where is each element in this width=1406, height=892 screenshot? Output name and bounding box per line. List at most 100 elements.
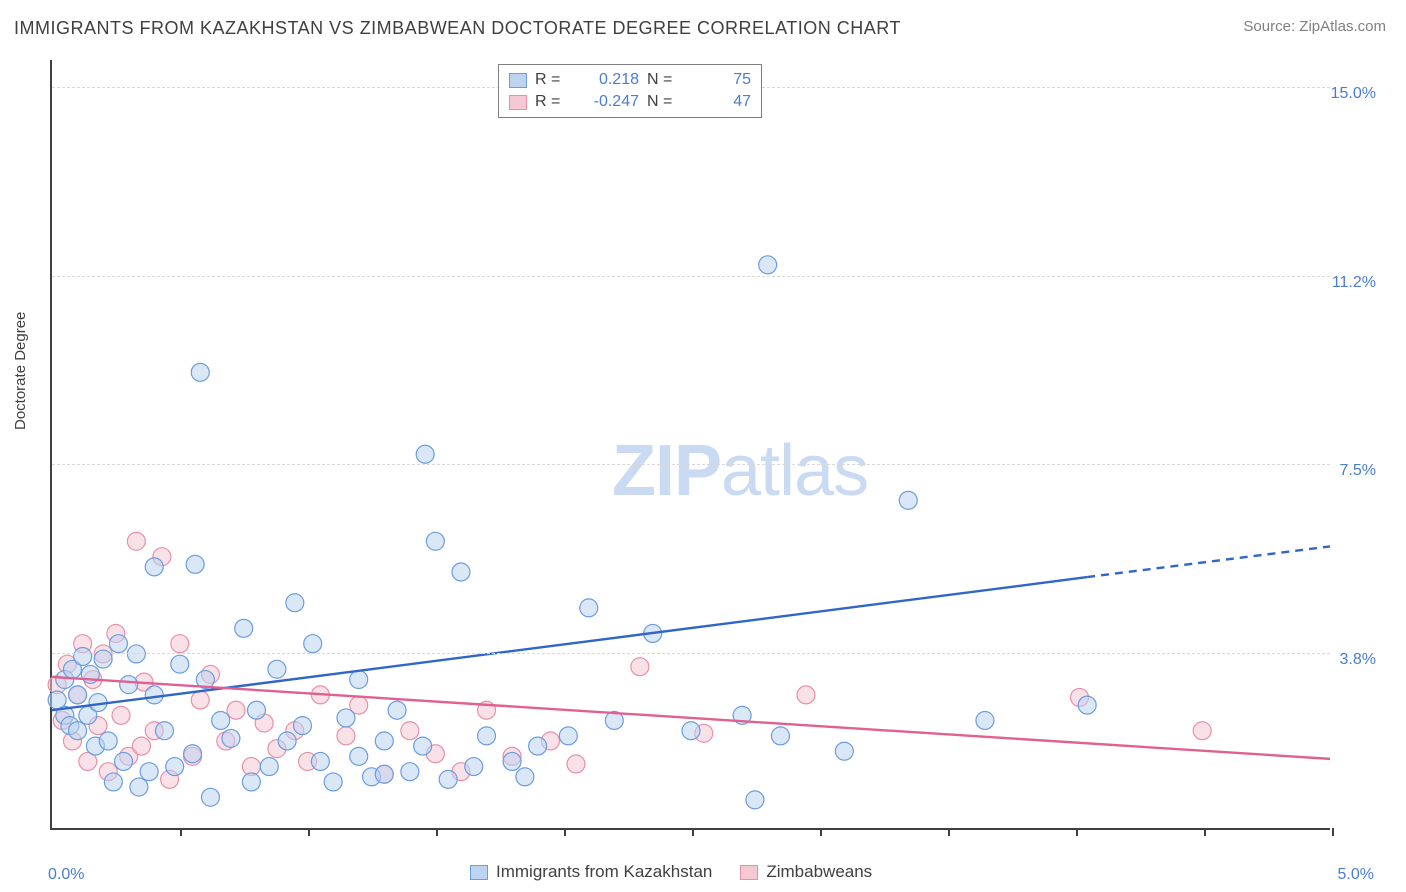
data-point bbox=[212, 712, 230, 730]
x-tick bbox=[692, 828, 694, 836]
data-point bbox=[260, 758, 278, 776]
regression-line bbox=[1087, 546, 1330, 577]
swatch-blue-icon bbox=[509, 73, 527, 88]
grid-line bbox=[52, 464, 1330, 465]
source-label: Source: ZipAtlas.com bbox=[1243, 18, 1386, 35]
data-point bbox=[465, 758, 483, 776]
data-point bbox=[130, 778, 148, 796]
data-point bbox=[222, 729, 240, 747]
data-point bbox=[247, 701, 265, 719]
legend-row-blue: R = 0.218 N = 75 bbox=[509, 69, 751, 91]
data-point bbox=[242, 773, 260, 791]
data-point bbox=[350, 671, 368, 689]
data-point bbox=[350, 747, 368, 765]
swatch-pink-icon bbox=[740, 865, 758, 880]
data-point bbox=[899, 491, 917, 509]
legend-label: Immigrants from Kazakhstan bbox=[496, 862, 712, 882]
data-point bbox=[235, 619, 253, 637]
chart-svg bbox=[52, 60, 1330, 828]
data-point bbox=[771, 727, 789, 745]
y-tick-label: 11.2% bbox=[1332, 274, 1376, 292]
data-point bbox=[115, 752, 133, 770]
chart-container: IMMIGRANTS FROM KAZAKHSTAN VS ZIMBABWEAN… bbox=[0, 0, 1406, 892]
y-tick-label: 3.8% bbox=[1340, 651, 1376, 669]
data-point bbox=[1078, 696, 1096, 714]
x-axis-max-label: 5.0% bbox=[1338, 866, 1374, 884]
x-tick bbox=[308, 828, 310, 836]
r-label: R = bbox=[535, 71, 573, 89]
x-tick bbox=[1332, 828, 1334, 836]
data-point bbox=[140, 763, 158, 781]
data-point bbox=[337, 709, 355, 727]
y-tick-label: 7.5% bbox=[1340, 462, 1376, 480]
y-axis-label: Doctorate Degree bbox=[12, 312, 29, 430]
data-point bbox=[375, 732, 393, 750]
data-point bbox=[278, 732, 296, 750]
x-tick bbox=[1204, 828, 1206, 836]
n-label: N = bbox=[647, 71, 685, 89]
r-value: 0.218 bbox=[581, 71, 639, 89]
data-point bbox=[478, 727, 496, 745]
regression-line bbox=[52, 677, 1330, 759]
x-tick bbox=[820, 828, 822, 836]
data-point bbox=[166, 758, 184, 776]
data-point bbox=[337, 727, 355, 745]
data-point bbox=[112, 706, 130, 724]
data-point bbox=[516, 768, 534, 786]
data-point bbox=[324, 773, 342, 791]
data-point bbox=[682, 722, 700, 740]
data-point bbox=[567, 755, 585, 773]
data-point bbox=[286, 594, 304, 612]
data-point bbox=[559, 727, 577, 745]
data-point bbox=[503, 752, 521, 770]
data-point bbox=[529, 737, 547, 755]
data-point bbox=[439, 770, 457, 788]
data-point bbox=[227, 701, 245, 719]
data-point bbox=[171, 655, 189, 673]
chart-title: IMMIGRANTS FROM KAZAKHSTAN VS ZIMBABWEAN… bbox=[14, 18, 901, 39]
source-link[interactable]: ZipAtlas.com bbox=[1299, 18, 1386, 35]
data-point bbox=[127, 645, 145, 663]
grid-line bbox=[52, 653, 1330, 654]
data-point bbox=[401, 722, 419, 740]
data-point bbox=[580, 599, 598, 617]
x-tick bbox=[564, 828, 566, 836]
data-point bbox=[311, 752, 329, 770]
data-point bbox=[191, 691, 209, 709]
data-point bbox=[155, 722, 173, 740]
r-label: R = bbox=[535, 93, 573, 111]
y-tick-label: 15.0% bbox=[1331, 85, 1376, 103]
data-point bbox=[375, 765, 393, 783]
data-point bbox=[401, 763, 419, 781]
x-tick bbox=[180, 828, 182, 836]
regression-line bbox=[52, 577, 1087, 710]
data-point bbox=[201, 788, 219, 806]
legend-label: Zimbabweans bbox=[766, 862, 872, 882]
data-point bbox=[759, 256, 777, 274]
data-point bbox=[304, 635, 322, 653]
data-point bbox=[268, 660, 286, 678]
n-label: N = bbox=[647, 93, 685, 111]
x-axis-min-label: 0.0% bbox=[48, 866, 84, 884]
swatch-blue-icon bbox=[470, 865, 488, 880]
r-value: -0.247 bbox=[581, 93, 639, 111]
data-point bbox=[145, 558, 163, 576]
legend-item-zimbabweans: Zimbabweans bbox=[740, 862, 872, 882]
swatch-pink-icon bbox=[509, 95, 527, 110]
data-point bbox=[835, 742, 853, 760]
data-point bbox=[69, 722, 87, 740]
data-point bbox=[109, 635, 127, 653]
plot-area: R = 0.218 N = 75 R = -0.247 N = 47 ZIPat… bbox=[50, 60, 1330, 830]
data-point bbox=[132, 737, 150, 755]
source-prefix: Source: bbox=[1243, 18, 1299, 35]
grid-line bbox=[52, 276, 1330, 277]
n-value: 47 bbox=[693, 93, 751, 111]
data-point bbox=[186, 555, 204, 573]
data-point bbox=[145, 686, 163, 704]
data-point bbox=[99, 732, 117, 750]
x-tick bbox=[436, 828, 438, 836]
data-point bbox=[1193, 722, 1211, 740]
legend-item-kazakhstan: Immigrants from Kazakhstan bbox=[470, 862, 712, 882]
legend-row-pink: R = -0.247 N = 47 bbox=[509, 91, 751, 113]
data-point bbox=[104, 773, 122, 791]
